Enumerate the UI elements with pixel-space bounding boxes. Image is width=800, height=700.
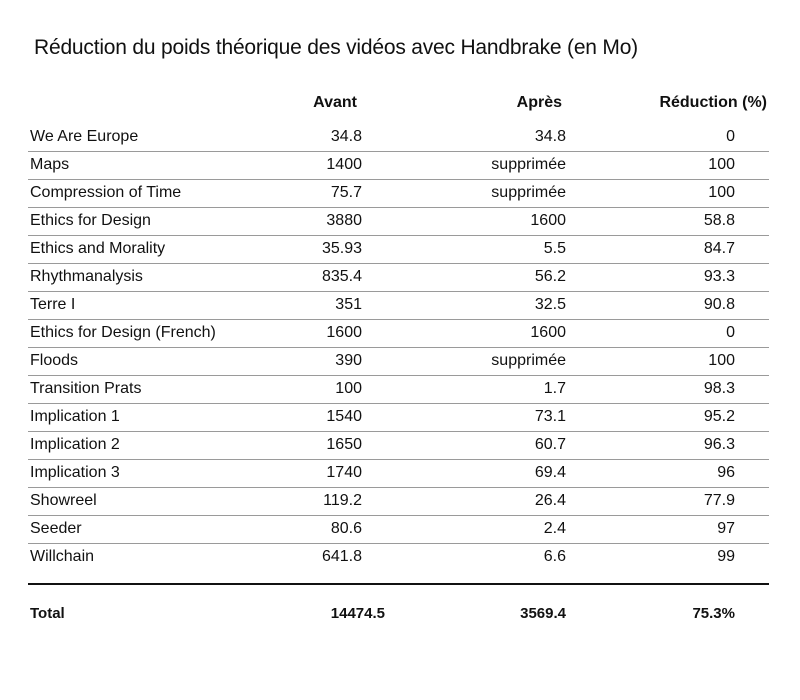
row-name: Willchain [30, 548, 95, 565]
row-avant: 100 [335, 380, 362, 397]
row-avant: 1600 [326, 324, 362, 341]
row-name: We Are Europe [30, 128, 139, 145]
row-avant: 390 [335, 352, 362, 369]
table-row: We Are Europe 34.8 34.8 0 [28, 124, 769, 152]
row-reduction: 93.3 [703, 268, 735, 285]
row-reduction: 99 [717, 548, 735, 565]
row-name: Showreel [30, 492, 97, 509]
table-row: Maps 1400 supprimée 100 [28, 152, 769, 180]
row-avant: 34.8 [330, 128, 362, 145]
row-reduction: 77.9 [703, 492, 735, 509]
table-row: Transition Prats 100 1.7 98.3 [28, 376, 769, 404]
row-apres: 1600 [530, 212, 566, 229]
row-reduction: 0 [726, 128, 735, 145]
row-reduction: 96 [717, 464, 735, 481]
column-header-avant: Avant [313, 94, 357, 111]
row-reduction: 98.3 [703, 380, 735, 397]
row-name: Implication 2 [30, 436, 120, 453]
data-table: Avant Après Réduction (%) We Are Europe … [28, 90, 769, 622]
row-apres: 69.4 [534, 464, 566, 481]
row-apres: 5.5 [543, 240, 566, 257]
row-apres: supprimée [491, 184, 566, 201]
row-name: Ethics for Design (French) [30, 324, 216, 341]
table-title: Réduction du poids théorique des vidéos … [34, 36, 638, 59]
row-name: Seeder [30, 520, 82, 537]
row-reduction: 100 [708, 156, 735, 173]
row-name: Ethics and Morality [30, 240, 166, 257]
total-label: Total [30, 605, 65, 622]
table-header: Avant Après Réduction (%) [28, 90, 769, 124]
row-avant: 75.7 [330, 184, 362, 201]
row-name: Implication 3 [30, 464, 120, 481]
row-apres: 6.6 [543, 548, 566, 565]
row-name: Implication 1 [30, 408, 120, 425]
row-apres: supprimée [491, 156, 566, 173]
row-reduction: 58.8 [703, 212, 735, 229]
total-row: Total 14474.5 3569.4 75.3% [28, 605, 769, 629]
table-row: Rhythmanalysis 835.4 56.2 93.3 [28, 264, 769, 292]
row-name: Transition Prats [30, 380, 142, 397]
column-header-apres: Après [516, 94, 562, 111]
row-reduction: 100 [708, 352, 735, 369]
total-apres: 3569.4 [520, 605, 566, 622]
row-reduction: 96.3 [703, 436, 735, 453]
row-apres: 1600 [530, 324, 566, 341]
table-row: Willchain 641.8 6.6 99 [28, 544, 769, 571]
table-row: Seeder 80.6 2.4 97 [28, 516, 769, 544]
row-avant: 1740 [326, 464, 362, 481]
total-reduction: 75.3% [692, 605, 735, 622]
row-name: Maps [30, 156, 70, 173]
row-avant: 3880 [326, 212, 362, 229]
row-avant: 1540 [326, 408, 362, 425]
row-reduction: 0 [726, 324, 735, 341]
total-divider [28, 583, 769, 585]
row-apres: 32.5 [534, 296, 566, 313]
row-reduction: 95.2 [703, 408, 735, 425]
row-apres: 1.7 [543, 380, 566, 397]
table-row: Ethics and Morality 35.93 5.5 84.7 [28, 236, 769, 264]
table-row: Implication 2 1650 60.7 96.3 [28, 432, 769, 460]
total-avant: 14474.5 [330, 605, 385, 622]
row-name: Floods [30, 352, 79, 369]
row-reduction: 84.7 [703, 240, 735, 257]
row-avant: 835.4 [321, 268, 362, 285]
column-header-reduction: Réduction (%) [659, 94, 767, 111]
table-row: Ethics for Design (French) 1600 1600 0 [28, 320, 769, 348]
table-row: Compression of Time 75.7 supprimée 100 [28, 180, 769, 208]
row-avant: 119.2 [323, 492, 362, 509]
row-name: Compression of Time [30, 184, 182, 201]
row-reduction: 100 [708, 184, 735, 201]
row-apres: supprimée [491, 352, 566, 369]
table-row: Terre I 351 32.5 90.8 [28, 292, 769, 320]
row-reduction: 97 [717, 520, 735, 537]
row-avant: 35.93 [321, 240, 362, 257]
row-avant: 1650 [326, 436, 362, 453]
row-apres: 56.2 [534, 268, 566, 285]
table-row: Floods 390 supprimée 100 [28, 348, 769, 376]
row-apres: 34.8 [534, 128, 566, 145]
row-avant: 80.6 [330, 520, 362, 537]
table-row: Showreel 119.2 26.4 77.9 [28, 488, 769, 516]
row-apres: 26.4 [534, 492, 566, 509]
row-avant: 351 [335, 296, 362, 313]
row-apres: 73.1 [534, 408, 566, 425]
row-name: Ethics for Design [30, 212, 151, 229]
row-reduction: 90.8 [703, 296, 735, 313]
table-row: Implication 3 1740 69.4 96 [28, 460, 769, 488]
row-apres: 60.7 [534, 436, 566, 453]
row-name: Rhythmanalysis [30, 268, 143, 285]
row-avant: 1400 [326, 156, 362, 173]
row-avant: 641.8 [321, 548, 362, 565]
row-apres: 2.4 [543, 520, 566, 537]
row-name: Terre I [30, 296, 76, 313]
table-row: Ethics for Design 3880 1600 58.8 [28, 208, 769, 236]
table-row: Implication 1 1540 73.1 95.2 [28, 404, 769, 432]
